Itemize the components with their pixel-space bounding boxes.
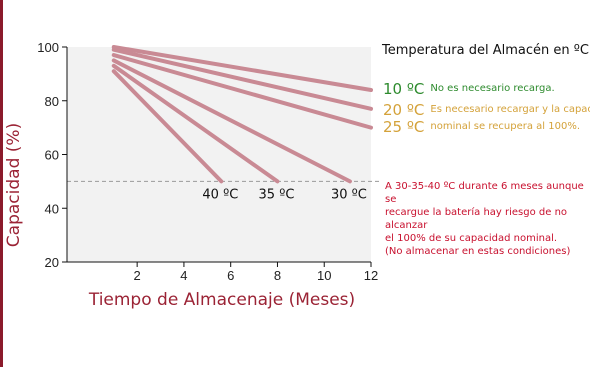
x-axis-title: Tiempo de Almacenaje (Meses) — [88, 290, 355, 310]
y-tick-label: 80 — [45, 94, 59, 109]
series-line — [111, 45, 373, 92]
legend-note-10c: No es necesario recarga. — [430, 83, 555, 94]
note-line: (No almacenar en estas condiciones) — [385, 246, 571, 257]
series-line — [111, 53, 373, 130]
storage-warning-note: A 30-35-40 ºC durante 6 meses aunque se … — [385, 180, 590, 258]
legend-temp-20c: 20 ºC — [383, 101, 425, 119]
legend-title: Temperatura del Almacén en ºC — [382, 43, 589, 58]
legend-item-20c: 20 ºC Es necesario recargar y la capacid… — [383, 103, 590, 118]
line-label: 30 ºC — [331, 187, 367, 202]
legend-note-20c: Es necesario recargar y la capacidad — [430, 104, 590, 115]
line-labels: 40 ºC 35 ºC 30 ºC — [202, 187, 367, 202]
note-line: A 30-35-40 ºC durante 6 meses aunque se — [385, 181, 584, 205]
y-tick-label: 40 — [45, 201, 59, 216]
y-tick-label: 20 — [45, 255, 59, 270]
line-label: 35 ºC — [259, 187, 295, 202]
legend-note-25c: nominal se recupera al 100%. — [430, 121, 580, 132]
series-lines — [111, 45, 373, 184]
axes — [62, 46, 372, 267]
tick-labels: 2 4 6 8 10 12 20 40 60 80 100 — [37, 40, 378, 283]
series-line — [111, 69, 224, 184]
x-tick-label: 4 — [180, 268, 187, 283]
series-line — [111, 58, 352, 184]
left-accent-bar — [0, 0, 3, 367]
x-tick-label: 12 — [364, 268, 378, 283]
y-axis-title: Capacidad (%) — [4, 123, 24, 247]
x-tick-label: 2 — [134, 268, 141, 283]
x-tick-label: 10 — [317, 268, 331, 283]
line-label: 40 ºC — [202, 187, 238, 202]
plot-area — [67, 47, 371, 262]
legend-item-25c: 25 ºC nominal se recupera al 100%. — [383, 120, 580, 135]
legend-temp-10c: 10 ºC — [383, 80, 425, 98]
y-tick-label: 100 — [37, 40, 59, 55]
legend-temp-25c: 25 ºC — [383, 118, 425, 136]
legend-item-10c: 10 ºC No es necesario recarga. — [383, 82, 555, 97]
x-tick-label: 8 — [274, 268, 281, 283]
note-line: recargue la batería hay riesgo de no alc… — [385, 207, 568, 231]
note-line: el 100% de su capacidad nominal. — [385, 233, 558, 244]
x-tick-label: 6 — [227, 268, 234, 283]
series-line — [111, 47, 373, 111]
series-line — [111, 63, 280, 184]
y-tick-label: 60 — [45, 148, 59, 163]
